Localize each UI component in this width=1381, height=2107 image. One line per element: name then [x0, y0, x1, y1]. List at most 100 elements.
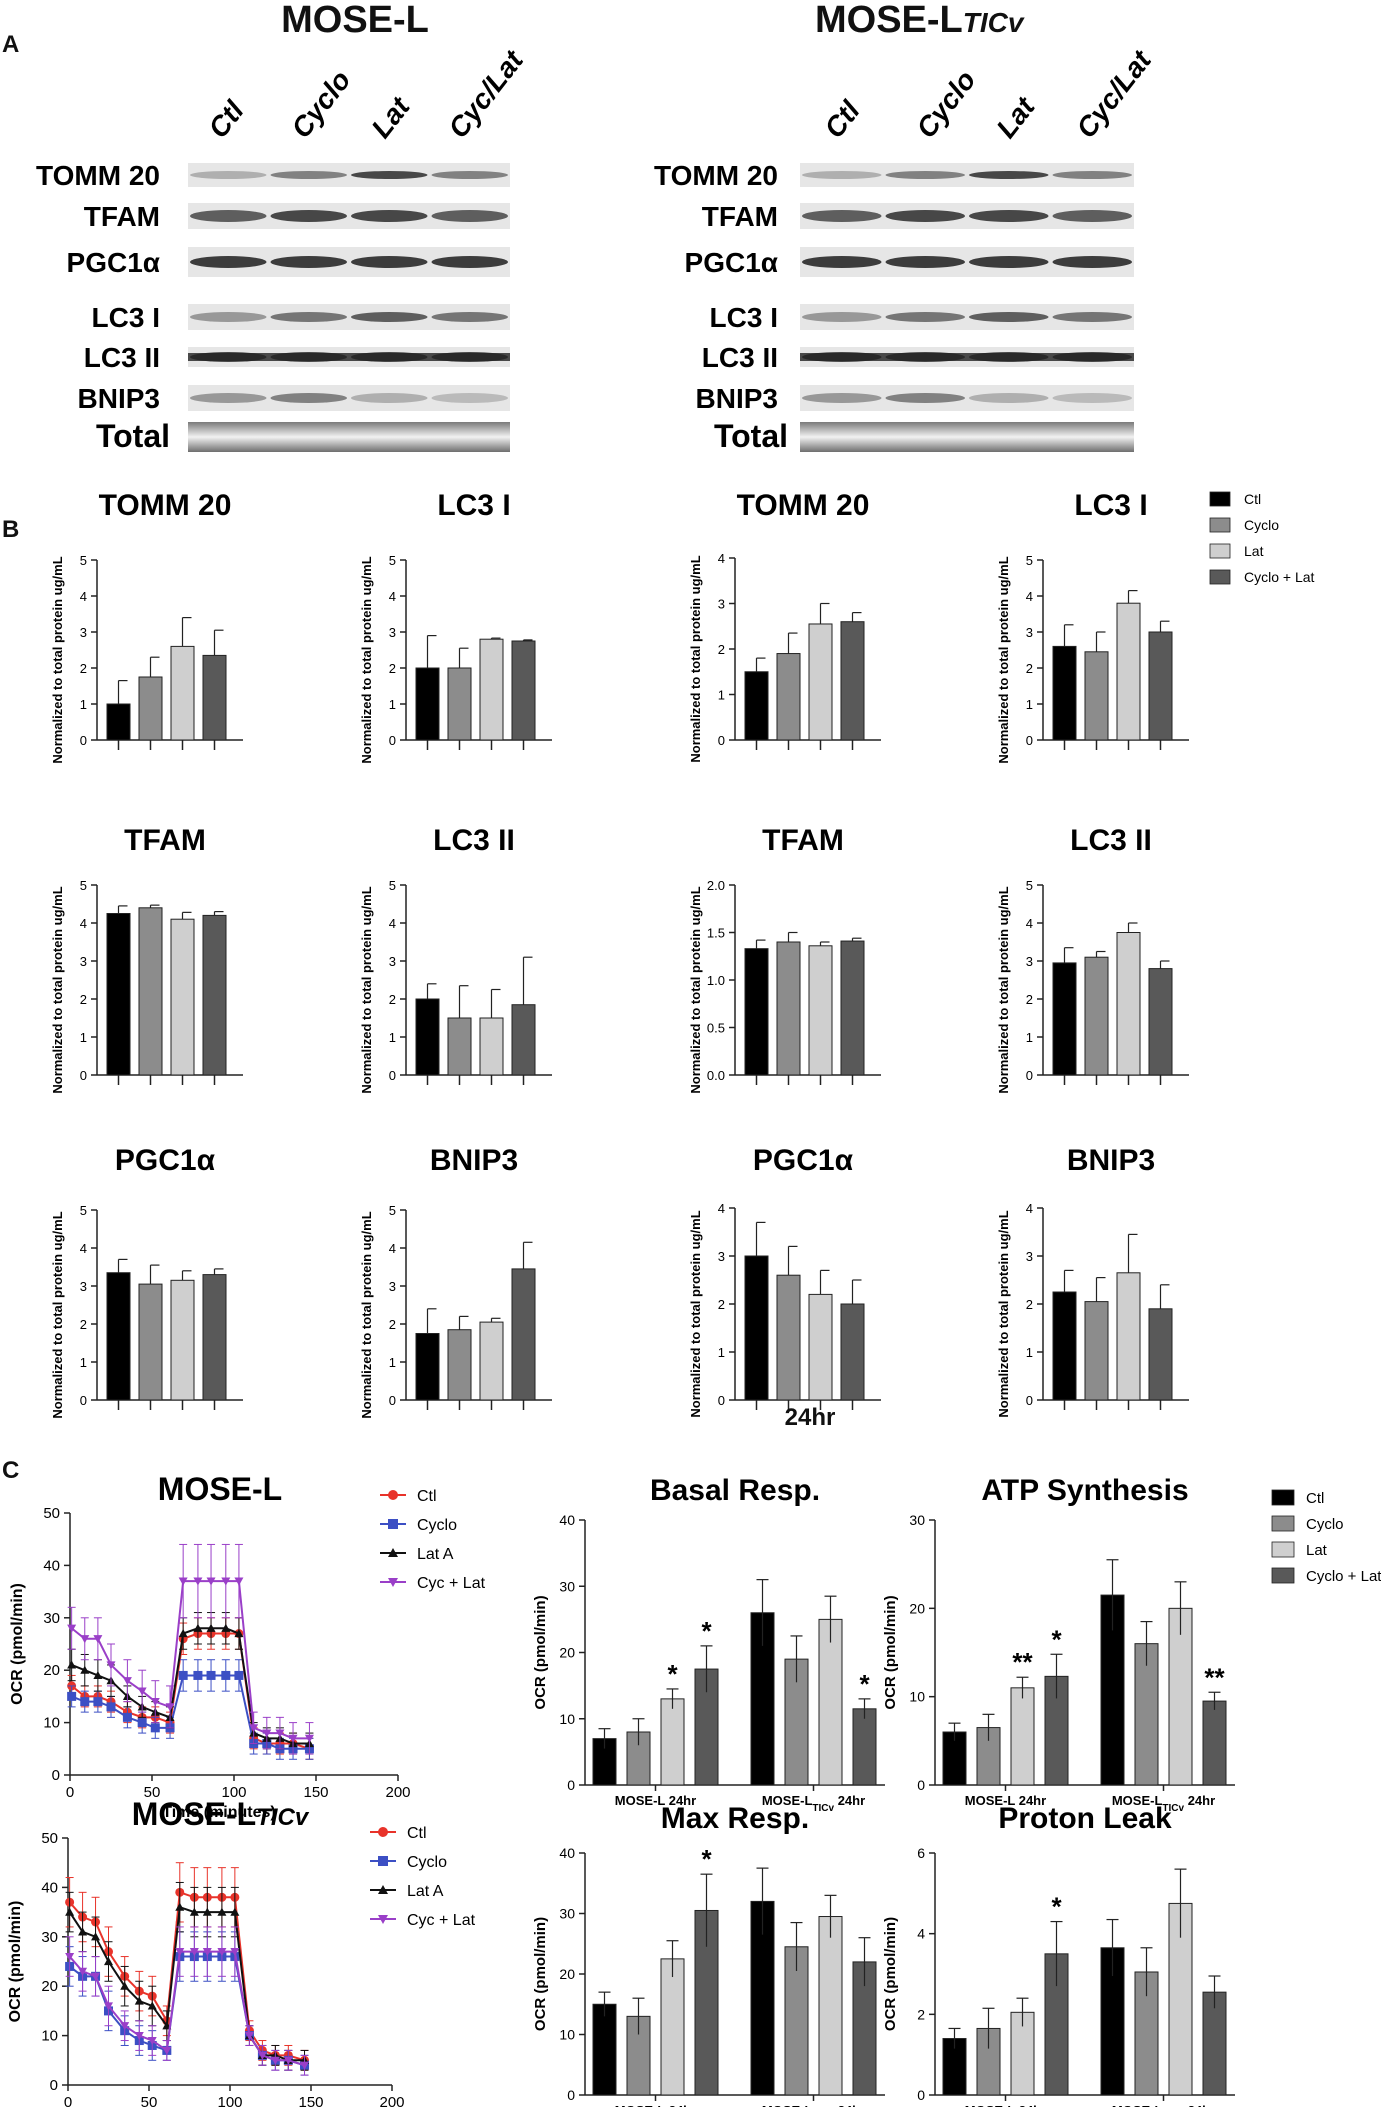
data-point: [206, 1623, 216, 1632]
data-point: [193, 1670, 203, 1680]
x-tick-label: MOSE-L 24hr: [965, 2103, 1046, 2107]
data-point: [304, 1734, 314, 1743]
data-point: [80, 1697, 90, 1707]
blot-band: [800, 353, 1134, 361]
chart-title: Max Resp.: [661, 1802, 809, 1835]
legend-swatch: [1271, 1541, 1295, 1558]
y-tick-label: 0: [567, 1777, 575, 1793]
y-axis-label: Normalized to total protein ug/mL: [996, 1210, 1011, 1417]
series-cyc-lat: [65, 1926, 310, 2076]
panel-b-legend: Ctl Cyclo Lat Cyclo + Lat: [1209, 491, 1315, 585]
bar: [415, 998, 440, 1076]
y-tick-label: 2: [1026, 992, 1033, 1007]
data-point: [221, 1577, 231, 1586]
data-point: [244, 2032, 254, 2041]
data-point: [221, 1623, 231, 1632]
legend-swatch: [1209, 517, 1231, 533]
data-point: [104, 1957, 113, 1966]
y-tick-label: 0: [389, 1393, 396, 1408]
y-tick-label: 1: [718, 688, 725, 703]
y-tick-label: 5: [1026, 553, 1033, 568]
y-tick-label: 4: [718, 1201, 725, 1216]
y-tick-label: 1: [80, 1355, 87, 1370]
blot-strip: [188, 422, 510, 452]
y-tick-label: 0: [917, 1777, 925, 1793]
data-point: [388, 1548, 398, 1557]
x-axis-label: Time (minutes): [162, 1804, 276, 1821]
chart-title: PGC1α: [115, 1144, 216, 1177]
data-point: [175, 1948, 185, 1957]
blot-row-label: LC3 II: [84, 342, 160, 373]
bar: [744, 671, 769, 741]
y-tick-label: 2: [917, 2006, 925, 2022]
blot-row-label: LC3 I: [92, 302, 160, 333]
x-tick-label: 50: [141, 2094, 158, 2107]
bar: [1052, 962, 1077, 1076]
chart-title: MOSE-L: [158, 1471, 282, 1507]
bar: [1148, 631, 1173, 741]
data-point: [202, 1948, 212, 1957]
blot-band: [190, 171, 267, 179]
data-point: [150, 1698, 160, 1707]
panel-b-charts: TOMM 20 0 1 2 3 4 5 Normalized to total protein…: [50, 489, 1189, 1419]
blot-band: [270, 393, 347, 403]
y-axis-label: Normalized to total protein ug/mL: [50, 1211, 65, 1418]
bar: [202, 914, 227, 1076]
y-tick-label: 4: [718, 551, 725, 566]
data-point: [78, 1967, 88, 1976]
y-tick-label: 3: [80, 1279, 87, 1294]
x-tick-label: 50: [144, 1784, 161, 1801]
blot-band: [1052, 171, 1132, 179]
data-point: [122, 1712, 132, 1722]
y-tick-label: 2: [389, 992, 396, 1007]
blot-band: [802, 256, 882, 268]
x-tick-label: 200: [379, 2094, 404, 2107]
legend-label: Ctl: [417, 1488, 437, 1505]
data-point: [178, 1629, 188, 1638]
data-point: [388, 1519, 398, 1529]
data-point: [80, 1635, 90, 1644]
data-point: [270, 2056, 280, 2065]
blot-title-left: MOSE-L: [281, 0, 429, 41]
bar-chart-b3: TOMM 20 0 1 2 3 4 Normalized to total protein …: [688, 489, 881, 763]
y-tick-label: 0: [718, 1393, 725, 1408]
y-tick-label: 1: [389, 1355, 396, 1370]
x-tick-label: 100: [217, 2094, 242, 2107]
y-axis-label: OCR (pmol/min): [532, 1917, 549, 2031]
data-point: [193, 1577, 203, 1586]
significance-star: *: [859, 1669, 870, 1699]
blot-row-label: TFAM: [84, 201, 160, 232]
y-tick-label: 1: [718, 1345, 725, 1360]
blot-band: [802, 171, 882, 179]
y-tick-label: 0.5: [707, 1021, 725, 1036]
chart-title-main: MOSE-L: [132, 1796, 256, 1832]
data-point: [300, 2061, 310, 2070]
y-axis-label: Normalized to total protein ug/mL: [996, 886, 1011, 1093]
blot-row-label: PGC1α: [67, 247, 160, 278]
y-tick-label: 3: [1026, 954, 1033, 969]
blot-band: [1052, 312, 1132, 322]
series-ctl: [65, 1862, 310, 2071]
data-point: [378, 1885, 388, 1894]
line-chart-l1: MOSE-L 0 10 20 30 40 50 0 50 100 150 200 Time (minut…: [9, 1471, 486, 1821]
data-point: [234, 1629, 244, 1638]
lane-label: Cyc/Lat: [442, 44, 530, 144]
blot-strip: [188, 203, 510, 229]
x-tick-label: MOSE-L 24hr: [615, 2103, 696, 2107]
bar-chart-b2: LC3 I 0 1 2 3 4 5 Normalized to total protein u…: [359, 489, 552, 764]
chart-title-sub: TICv: [256, 1804, 310, 1831]
bar-chart-b1: TOMM 20 0 1 2 3 4 5 Normalized to total protein…: [50, 489, 243, 764]
chart-title: Proton Leak: [998, 1802, 1172, 1835]
data-point: [104, 2002, 113, 2011]
y-axis-label: Normalized to total protein ug/mL: [688, 886, 703, 1093]
y-tick-label: 2: [80, 661, 87, 676]
data-point: [234, 1670, 244, 1680]
x-tick-label: 150: [298, 2094, 323, 2107]
bar: [818, 1618, 843, 1786]
y-axis-label: OCR (pmol/min): [882, 1917, 899, 2031]
y-axis-label: Normalized to total protein ug/mL: [50, 556, 65, 763]
legend-swatch: [1271, 1567, 1295, 1584]
y-tick-label: 1.0: [707, 973, 725, 988]
blot-band: [431, 256, 508, 268]
